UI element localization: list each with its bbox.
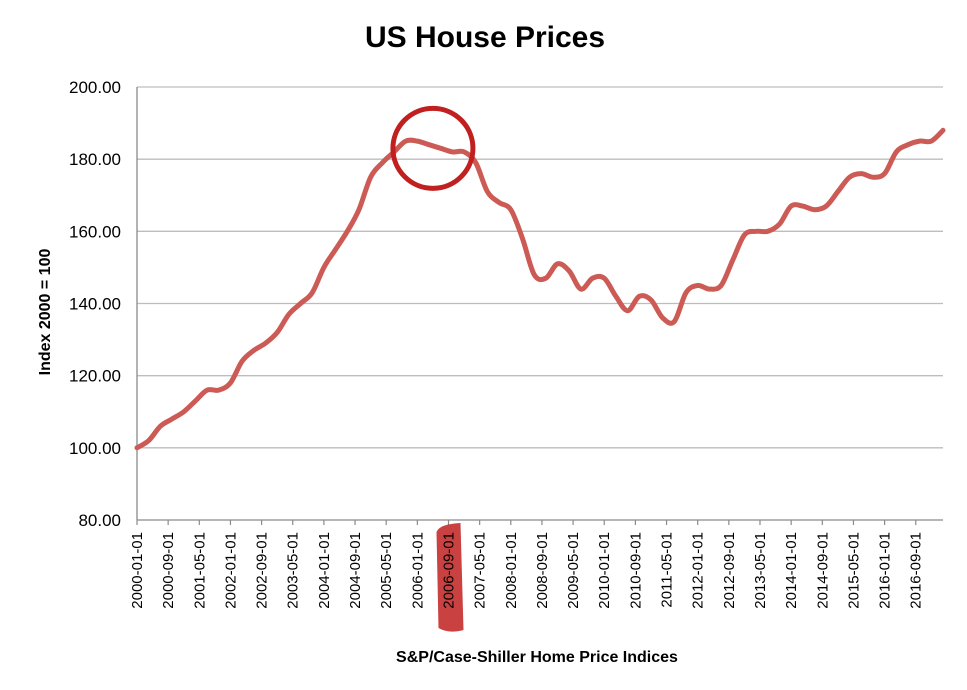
y-tick-label: 180.00 [69, 150, 121, 169]
axes [136, 87, 943, 525]
y-tick-label: 120.00 [69, 367, 121, 386]
highlight-marker [436, 523, 464, 632]
annotations [390, 105, 476, 191]
x-tick-label: 2012-09-01 [721, 532, 738, 609]
series-layer [134, 127, 946, 451]
x-tick-label: 2001-05-01 [191, 532, 208, 609]
y-tick-label: 80.00 [78, 511, 121, 530]
x-tick-label: 2002-09-01 [254, 532, 271, 609]
gridlines [137, 86, 943, 449]
x-tick-label: 2000-01-01 [129, 532, 146, 609]
chart-title: US House Prices [365, 21, 605, 54]
x-tick-label: 2013-05-01 [752, 532, 769, 609]
x-tick-label: 2014-01-01 [783, 532, 800, 609]
x-tick-label: 2011-05-01 [659, 532, 676, 608]
x-tick-label: 2012-01-01 [690, 532, 707, 609]
series-line [134, 127, 946, 451]
x-tick-label: 2010-01-01 [596, 532, 613, 609]
x-tick-label: 2005-05-01 [378, 532, 395, 609]
y-tick-label: 140.00 [69, 295, 121, 314]
y-tick-label: 160.00 [69, 222, 121, 241]
peak-circle [390, 105, 476, 191]
x-tick-label: 2000-09-01 [160, 532, 177, 609]
x-tick-label: 2016-01-01 [877, 532, 894, 609]
y-axis-label: Index 2000 = 100 [37, 249, 54, 376]
x-tick-label: 2008-01-01 [503, 532, 520, 609]
x-tick-label: 2004-01-01 [316, 532, 333, 609]
x-tick-label: 2008-09-01 [534, 532, 551, 609]
y-tick-labels: 80.00 100.00 120.00 140.00 160.00 180.00 200.0… [69, 78, 121, 530]
x-tick-label: 2003-05-01 [285, 532, 302, 609]
x-tick-label: 2016-09-01 [908, 532, 925, 609]
x-tick-label: 2006-01-01 [409, 532, 426, 609]
x-tick-label: 2015-05-01 [845, 532, 862, 609]
x-tick-label: 2007-05-01 [472, 532, 489, 609]
y-tick-label: 100.00 [69, 439, 121, 458]
x-tick-label: 2009-05-01 [565, 532, 582, 609]
x-tick-label: 2004-09-01 [347, 532, 364, 609]
x-tick-label: 2006-09-01 [440, 532, 457, 609]
x-axis-label: S&P/Case-Shiller Home Price Indices [396, 649, 678, 666]
x-tick-label: 2014-09-01 [814, 532, 831, 609]
x-tick-label: 2010-09-01 [627, 532, 644, 609]
x-tick-labels: 2000-01-01 2000-09-01 2001-05-01 2002-01-01… [129, 523, 925, 632]
x-tick-label: 2002-01-01 [222, 532, 239, 609]
y-tick-label: 200.00 [69, 78, 121, 97]
